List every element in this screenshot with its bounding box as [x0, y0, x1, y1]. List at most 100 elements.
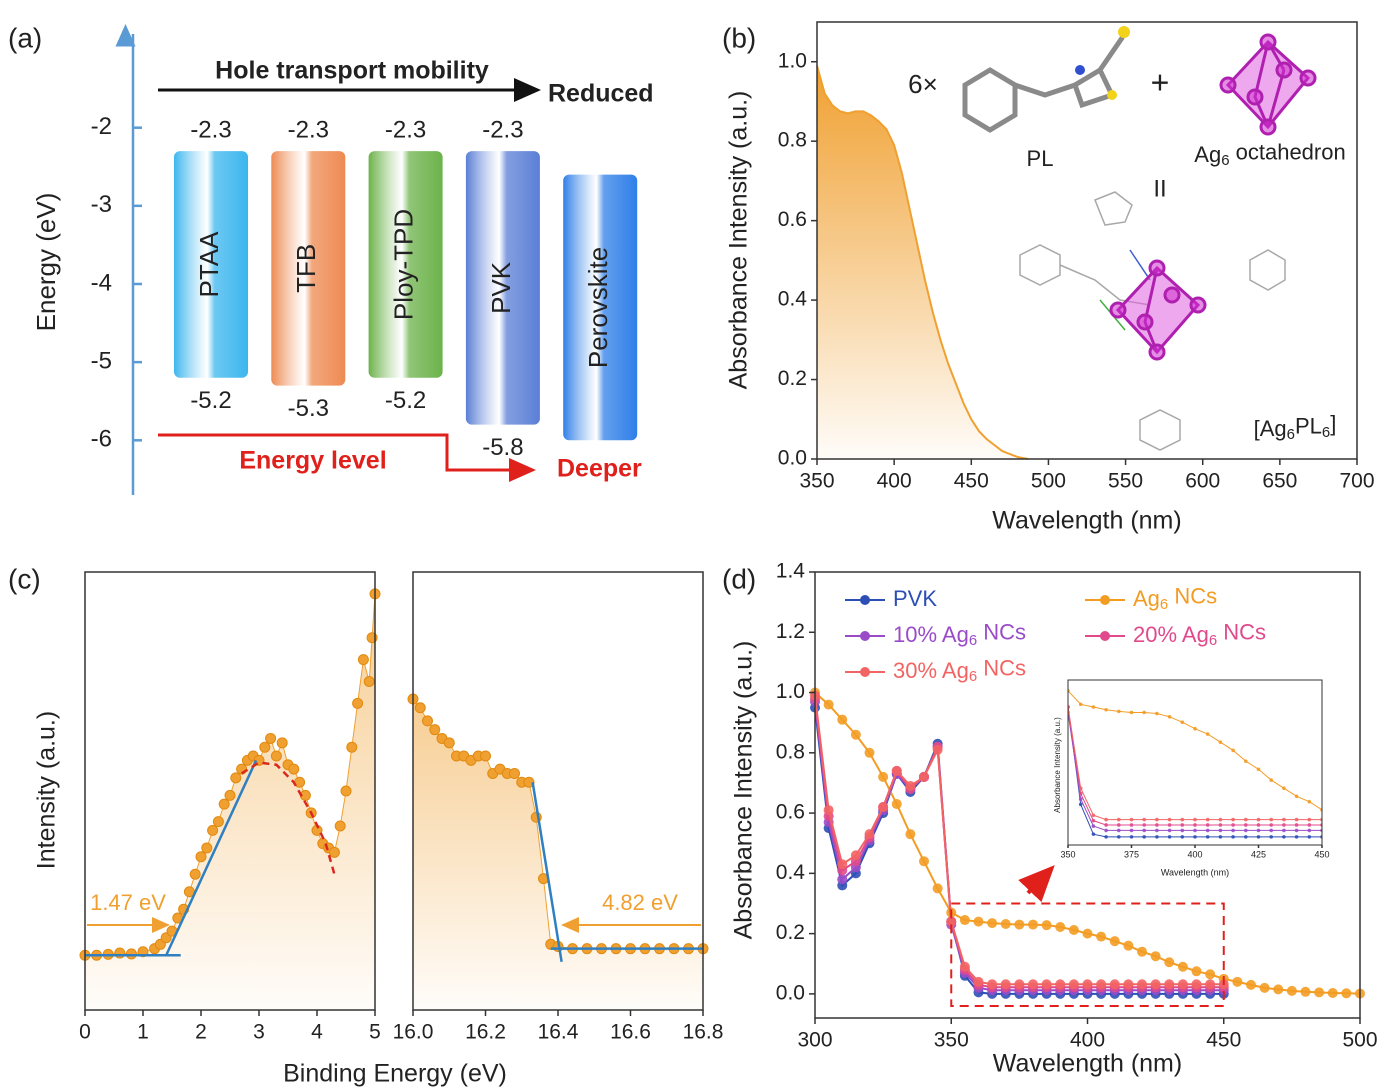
legend-label: 10% Ag6 NCs: [893, 619, 1026, 649]
text-part: NCs: [1168, 583, 1217, 608]
point: [1092, 813, 1096, 817]
point: [1181, 823, 1185, 827]
point: [1079, 703, 1083, 707]
point: [1096, 979, 1106, 989]
annotation: Ag6 octahedron: [1194, 139, 1345, 169]
subscript: 6: [969, 668, 977, 685]
legend-marker: [860, 631, 870, 641]
point: [1269, 778, 1273, 782]
point: [952, 505, 956, 509]
y-tick-label: 0.4: [778, 288, 808, 311]
complex-octahedron: [1111, 261, 1205, 359]
point: [1079, 786, 1083, 790]
x-tick-label: 400: [1070, 1028, 1105, 1051]
point: [933, 745, 943, 755]
annotation: 6×: [908, 69, 938, 99]
point: [939, 321, 943, 325]
point: [837, 859, 847, 869]
point: [1015, 440, 1019, 444]
point: [481, 751, 491, 761]
figure: (a)Energy (eV)-2-3-4-5-6PTAA-2.3-5.2TFB-…: [0, 0, 1387, 1091]
top-value-label: -2.3: [385, 116, 426, 143]
point: [335, 821, 345, 831]
point: [1079, 803, 1083, 807]
text-part: Ag: [1194, 142, 1221, 167]
point: [1282, 835, 1286, 839]
point: [1155, 818, 1159, 822]
panel-label: (c): [8, 563, 41, 594]
point: [1295, 829, 1299, 833]
point: [952, 316, 956, 320]
point: [933, 883, 943, 893]
x-tick-label: 425: [1251, 850, 1266, 860]
point: [1295, 795, 1299, 799]
text-part: [Ag: [1254, 416, 1287, 441]
point: [1055, 922, 1065, 932]
point: [1244, 759, 1248, 763]
point: [510, 768, 520, 778]
legend-label: PVK: [893, 586, 937, 611]
point: [1164, 957, 1174, 967]
x-tick-label: 16.6: [610, 1020, 651, 1043]
bottom-value-label: -5.3: [288, 395, 329, 422]
x-tick-label: 3: [253, 1020, 265, 1043]
annotation: Hole transport mobility: [215, 57, 489, 85]
point: [1308, 823, 1312, 827]
y-tick-label: 0.6: [778, 208, 807, 231]
point: [1206, 829, 1210, 833]
annotation: Energy level: [239, 447, 386, 475]
point: [1092, 832, 1096, 836]
point: [1041, 446, 1045, 450]
inset-arrow: [1028, 868, 1052, 893]
point: [1104, 823, 1108, 827]
inset-y-label: Absorbance Intensity (a.u.): [1053, 717, 1062, 813]
point: [196, 852, 206, 862]
point: [1282, 829, 1286, 833]
y-tick-label: 0.0: [778, 447, 807, 470]
onset-label: 4.82 eV: [602, 890, 678, 915]
point: [974, 917, 984, 927]
point: [364, 677, 374, 687]
point: [190, 869, 200, 879]
legend-label: 20% Ag6 NCs: [1133, 619, 1266, 649]
bar-name: PTAA: [194, 231, 224, 298]
point: [1155, 829, 1159, 833]
point: [919, 772, 929, 782]
point: [1130, 829, 1134, 833]
x-tick-label: 375: [1124, 850, 1139, 860]
point: [213, 817, 223, 827]
x-tick-label: 2: [195, 1020, 207, 1043]
point: [266, 733, 276, 743]
point: [1231, 749, 1235, 753]
point: [1104, 708, 1108, 712]
point: [347, 742, 357, 752]
text-part: 10% Ag: [893, 622, 969, 647]
point: [1206, 732, 1210, 736]
point: [1142, 711, 1146, 715]
y-tick-label: -6: [91, 426, 112, 453]
point: [1282, 786, 1286, 790]
point: [1001, 979, 1011, 989]
point: [990, 548, 994, 552]
point: [1042, 979, 1052, 989]
point: [1130, 823, 1134, 827]
point: [1206, 818, 1210, 822]
point: [1015, 435, 1019, 439]
point: [1028, 979, 1038, 989]
point: [1123, 979, 1133, 989]
point: [219, 799, 229, 809]
subscript: 6: [1209, 632, 1217, 649]
y-axis-label: Intensity (a.u.): [33, 711, 61, 869]
point: [1193, 829, 1197, 833]
subscript: 6: [1221, 152, 1229, 169]
point: [1164, 979, 1174, 989]
point: [1054, 397, 1058, 401]
bar-name: PVK: [486, 261, 516, 314]
point: [1110, 936, 1120, 946]
point: [1205, 979, 1215, 989]
y-tick-label: 1.4: [776, 560, 806, 583]
point: [987, 918, 997, 928]
point: [1257, 767, 1261, 771]
legend-label: 30% Ag6 NCs: [893, 655, 1026, 685]
subscript: 6: [1322, 424, 1330, 441]
